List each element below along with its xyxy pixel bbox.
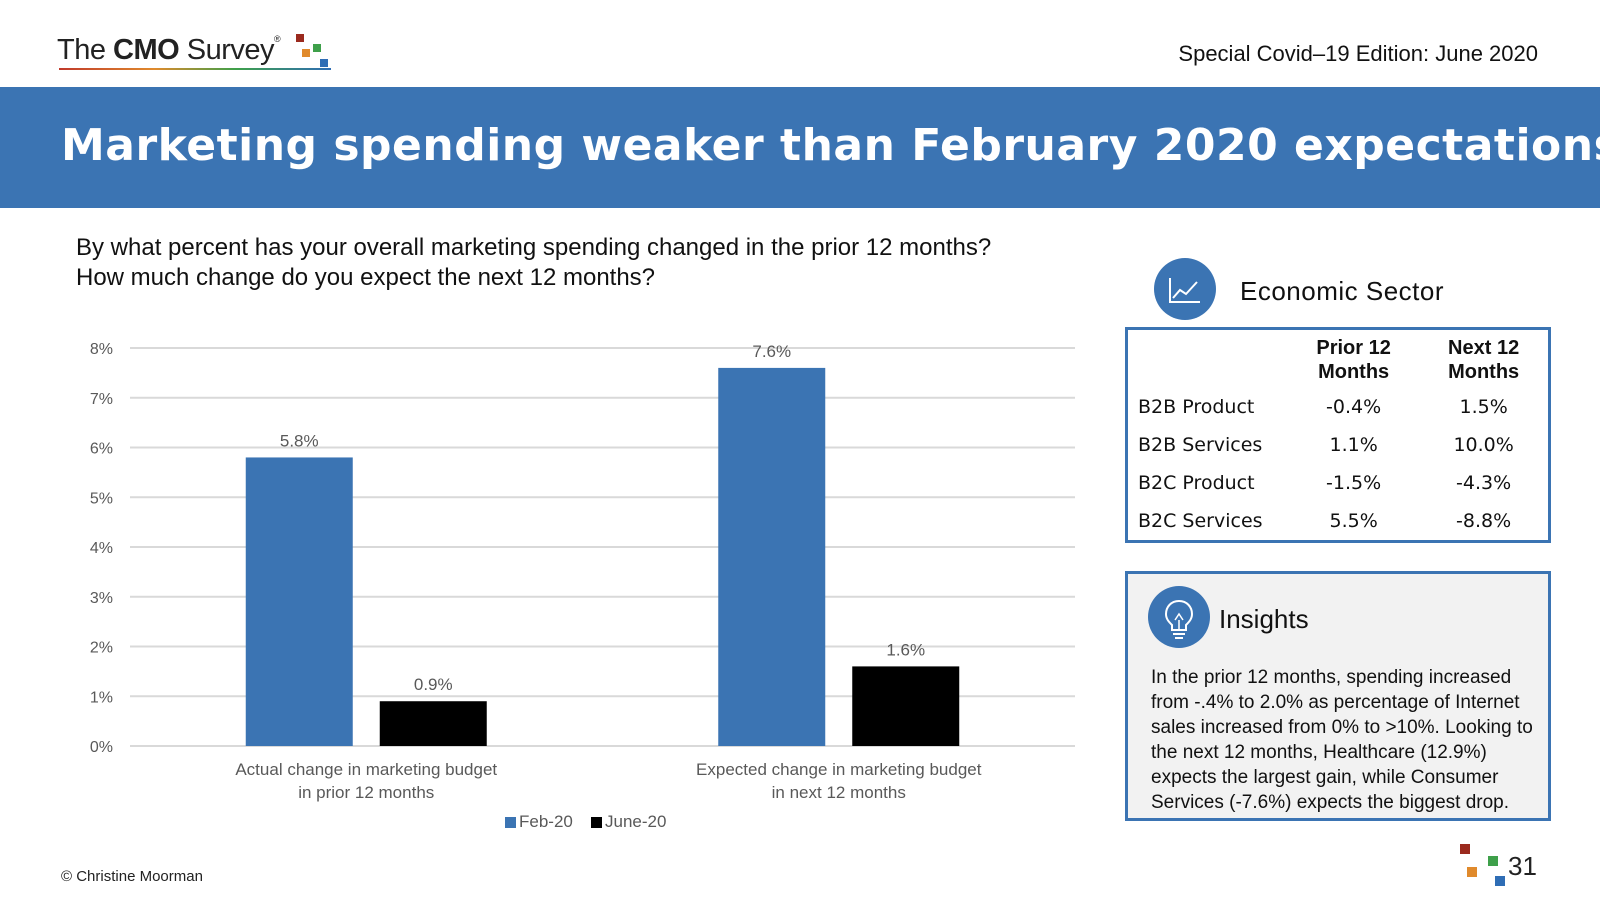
y-tick-label: 8% (90, 341, 113, 358)
row-next: 1.5% (1459, 396, 1508, 418)
y-tick-label: 7% (90, 391, 113, 408)
row-prior: 1.1% (1329, 434, 1378, 456)
y-tick-label: 4% (90, 540, 113, 557)
logo-survey: Survey (186, 34, 275, 66)
footer-square-green (1488, 856, 1498, 866)
page-number: 31 (1508, 851, 1537, 881)
bar (245, 457, 353, 746)
y-tick-label: 5% (90, 490, 113, 507)
insights-box: Insights In the prior 12 months, spendin… (1125, 571, 1551, 821)
y-tick-label: 0% (90, 739, 113, 756)
x-category-label: in next 12 months (772, 783, 906, 802)
legend-swatch (505, 817, 516, 828)
data-label: 1.6% (886, 640, 925, 659)
table-row: B2C Product -1.5% -4.3% (1128, 464, 1548, 502)
row-label: B2B Services (1138, 434, 1263, 456)
insights-text: In the prior 12 months, spending increas… (1151, 667, 1533, 813)
data-label: 5.8% (280, 431, 319, 450)
row-label: B2C Services (1138, 510, 1263, 532)
x-category-label: in prior 12 months (298, 783, 434, 802)
x-category-label: Expected change in marketing budget (696, 760, 982, 779)
bar (718, 367, 826, 746)
y-tick-label: 2% (90, 640, 113, 657)
y-tick-label: 1% (90, 689, 113, 706)
logo-the: The (57, 34, 106, 66)
sector-title: Economic Sector (1240, 276, 1445, 306)
table-row: B2B Product -0.4% 1.5% (1128, 388, 1548, 426)
survey-question: By what percent has your overall marketi… (76, 233, 991, 293)
legend-label: June-20 (605, 812, 666, 831)
header-next: Next 12 Months (1448, 337, 1520, 383)
row-label: B2C Product (1138, 472, 1255, 494)
footer-square-orange (1467, 867, 1477, 877)
copyright: © Christine Moorman (61, 868, 203, 885)
insights-title: Insights (1219, 604, 1309, 634)
question-line-2: How much change do you expect the next 1… (76, 264, 656, 291)
table-row: B2C Services 5.5% -8.8% (1128, 502, 1548, 540)
footer-square-blue (1495, 876, 1505, 886)
title-banner (0, 87, 1600, 208)
row-label: B2B Product (1138, 396, 1255, 418)
header-prior: Prior 12 Months (1316, 337, 1391, 383)
bar (852, 666, 960, 746)
data-label: 7.6% (752, 342, 791, 361)
line-chart-icon (1154, 258, 1216, 320)
logo-square-blue (320, 59, 328, 67)
y-tick-label: 6% (90, 441, 113, 458)
logo-text: The CMO Survey® (57, 34, 281, 67)
footer-square-red (1460, 844, 1470, 854)
x-category-label: Actual change in marketing budget (235, 760, 497, 779)
table-row: B2B Services 1.1% 10.0% (1128, 426, 1548, 464)
logo-cmo: CMO (113, 34, 180, 66)
legend-label: Feb-20 (519, 812, 573, 831)
row-next: -8.8% (1456, 510, 1512, 532)
logo-square-green (313, 44, 321, 52)
logo-square-orange (302, 49, 310, 57)
sector-table: Prior 12 Months Next 12 Months B2B Produ… (1128, 330, 1548, 540)
sector-table-header: Prior 12 Months Next 12 Months (1128, 330, 1548, 388)
question-line-1: By what percent has your overall marketi… (76, 234, 992, 261)
row-prior: -0.4% (1326, 396, 1382, 418)
data-label: 0.9% (414, 675, 453, 694)
edition-label: Special Covid–19 Edition: June 2020 (1178, 41, 1538, 66)
logo-registered: ® (274, 34, 281, 44)
page-title: Marketing spending weaker than February … (61, 120, 1600, 171)
row-prior: 5.5% (1329, 510, 1378, 532)
lightbulb-icon (1148, 586, 1210, 648)
y-tick-label: 3% (90, 590, 113, 607)
row-next: -4.3% (1456, 472, 1512, 494)
header-blank (1128, 330, 1288, 388)
legend-swatch (591, 817, 602, 828)
logo-underline (59, 68, 331, 70)
row-next: 10.0% (1453, 434, 1514, 456)
row-prior: -1.5% (1326, 472, 1382, 494)
sector-table-box: Prior 12 Months Next 12 Months B2B Produ… (1125, 327, 1551, 543)
bar-chart: 0% 1% 2% 3% 4% 5% 6% 7% 8% 5.8% 0.9% Actual change … (90, 341, 1075, 831)
logo-square-red (296, 34, 304, 42)
bar (379, 701, 487, 746)
